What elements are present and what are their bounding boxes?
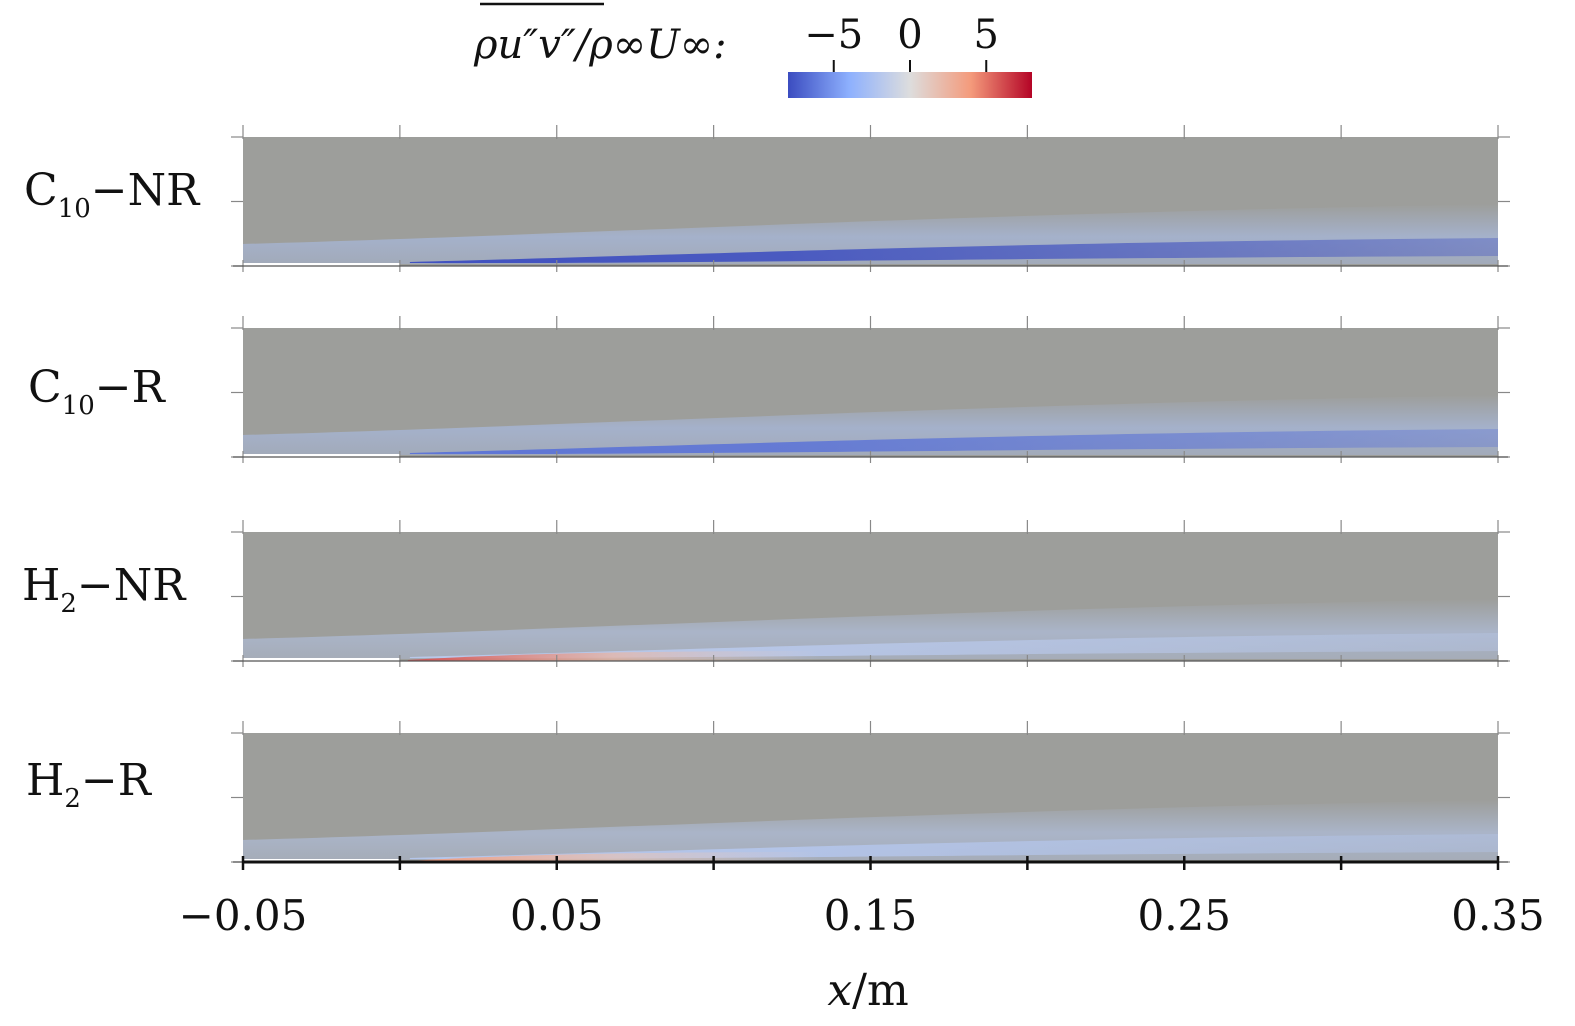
colorbar-title: ρu″v″/ρ∞U∞: <box>473 2 727 68</box>
splitter-plate <box>243 263 400 267</box>
x-tick-label: 0.25 <box>1137 891 1231 940</box>
colorbar-title-text: ρu″v″/ρ∞U∞: <box>473 22 727 68</box>
case-label: C10−R <box>28 362 167 421</box>
panel-ticks <box>231 520 1510 667</box>
colorbar-ticks: −5 0 5 <box>804 12 999 72</box>
colorbar-tick-label: 5 <box>974 12 999 58</box>
shear-core <box>409 429 1498 455</box>
colorbar: −5 0 5 <box>788 12 1032 98</box>
x-axis: −0.05 0.05 0.15 0.25 0.35 <box>179 856 1545 940</box>
colorbar-tick-label: 0 <box>897 12 922 58</box>
panel-ticks <box>231 125 1510 272</box>
x-tick-label: 0.15 <box>824 891 918 940</box>
near-wall-streak <box>407 651 820 661</box>
panel-ticks <box>231 316 1510 463</box>
case-label: C10−NR <box>24 165 201 224</box>
panel: C10−R <box>28 316 1510 463</box>
x-tick-label: −0.05 <box>179 891 308 940</box>
panel: H2−NR <box>22 520 1510 667</box>
panel: C10−NR <box>24 125 1510 272</box>
splitter-plate <box>243 454 400 458</box>
x-axis-label: x/m <box>827 965 908 1016</box>
shear-core <box>409 238 1498 264</box>
near-wall-streak <box>407 852 820 862</box>
case-label: H2−NR <box>22 560 187 619</box>
splitter-plate <box>243 658 400 662</box>
x-tick-label: 0.35 <box>1451 891 1545 940</box>
colorbar-gradient <box>788 72 1032 98</box>
x-tick-label: 0.05 <box>510 891 604 940</box>
panels: C10−NR C10−R H2−NR H2−R <box>22 125 1510 868</box>
colorbar-tick-label: −5 <box>804 12 863 58</box>
panel: H2−R <box>26 721 1510 868</box>
case-label: H2−R <box>26 755 153 814</box>
